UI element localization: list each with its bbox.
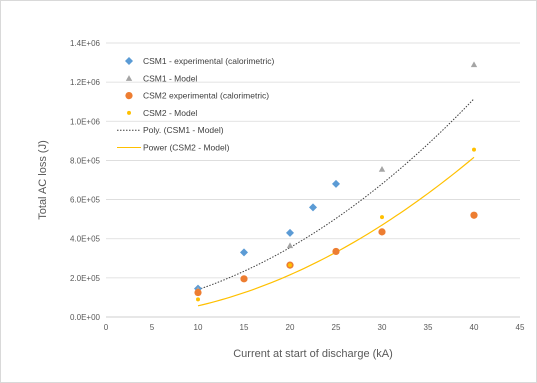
data-point — [127, 110, 131, 115]
data-point — [472, 147, 476, 152]
data-points — [194, 61, 478, 302]
data-point — [196, 297, 200, 302]
y-tick-label: 4.0E+05 — [70, 235, 101, 244]
legend: CSM1 - experimental (calorimetric) CSM1 -… — [117, 56, 274, 153]
data-point — [194, 288, 202, 297]
data-point — [288, 263, 292, 268]
legend-label: CSM2 - Model — [143, 108, 197, 118]
trendline — [197, 98, 475, 291]
x-tick-label: 40 — [470, 323, 479, 332]
data-point — [286, 242, 294, 249]
legend-label: CSM1 - Model — [143, 73, 197, 83]
y-tick-label: 1.0E+06 — [70, 117, 101, 126]
gridlines — [106, 42, 520, 318]
legend-label: Poly. (CSM1 - Model) — [143, 125, 224, 135]
x-tick-label: 30 — [378, 323, 387, 332]
trendline — [197, 156, 475, 307]
legend-label: CSM2 experimental (calorimetric) — [143, 91, 269, 101]
data-point — [470, 61, 478, 68]
trendlines — [197, 98, 475, 307]
x-tick-label: 5 — [150, 323, 155, 332]
x-tick-label: 0 — [104, 323, 109, 332]
legend-label: CSM1 - experimental (calorimetric) — [143, 56, 274, 66]
legend-label: Power (CSM2 - Model) — [143, 143, 230, 153]
data-point — [240, 275, 248, 283]
x-tick-label: 15 — [240, 323, 249, 332]
data-point — [240, 248, 248, 257]
y-tick-label: 0.0E+00 — [70, 313, 101, 322]
y-tick-label: 6.0E+05 — [70, 196, 101, 205]
data-point — [125, 75, 133, 81]
y-tick-label: 8.0E+05 — [70, 156, 101, 165]
y-tick-label: 1.4E+06 — [70, 39, 101, 48]
data-point — [332, 247, 340, 256]
y-tick-label: 1.2E+06 — [70, 78, 101, 87]
x-tick-label: 20 — [286, 323, 295, 332]
data-point — [378, 228, 386, 236]
data-point — [309, 203, 317, 212]
x-tick-label: 35 — [424, 323, 433, 332]
data-point — [470, 211, 478, 219]
x-tick-label: 25 — [332, 323, 341, 332]
data-point — [378, 166, 386, 172]
x-axis-title: Current at start of discharge (kA) — [233, 348, 393, 360]
data-point — [125, 57, 133, 65]
data-point — [380, 215, 384, 220]
axes: 0.0E+00 2.0E+05 4.0E+05 6.0E+05 8.0E+05 1.0E+… — [70, 39, 525, 332]
y-axis-title: Total AC loss (J) — [37, 140, 49, 219]
data-point — [125, 92, 133, 100]
x-tick-label: 10 — [194, 323, 203, 332]
data-point — [332, 179, 340, 188]
y-tick-label: 2.0E+05 — [70, 274, 101, 283]
x-tick-label: 45 — [516, 323, 525, 332]
data-point — [286, 228, 294, 237]
